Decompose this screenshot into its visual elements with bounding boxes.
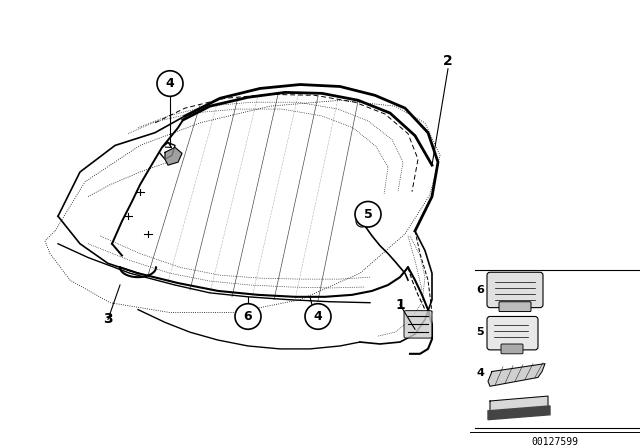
- FancyBboxPatch shape: [499, 302, 531, 311]
- Text: 6: 6: [476, 285, 484, 295]
- FancyBboxPatch shape: [487, 316, 538, 350]
- Text: 2: 2: [443, 54, 453, 68]
- Text: 1: 1: [395, 297, 405, 312]
- Text: 00127599: 00127599: [531, 437, 579, 448]
- Polygon shape: [490, 396, 548, 414]
- Circle shape: [356, 215, 368, 227]
- Text: 5: 5: [364, 208, 372, 221]
- Circle shape: [305, 304, 331, 329]
- Text: 4: 4: [166, 77, 174, 90]
- Text: 5: 5: [476, 327, 484, 337]
- Text: 3: 3: [103, 312, 113, 327]
- Text: 4: 4: [476, 368, 484, 379]
- FancyBboxPatch shape: [501, 344, 523, 354]
- Circle shape: [355, 202, 381, 227]
- Text: 6: 6: [244, 310, 252, 323]
- FancyBboxPatch shape: [487, 272, 543, 308]
- Polygon shape: [165, 147, 182, 165]
- FancyBboxPatch shape: [404, 310, 432, 338]
- Polygon shape: [488, 406, 550, 420]
- Circle shape: [235, 304, 261, 329]
- Circle shape: [157, 71, 183, 96]
- Text: 4: 4: [314, 310, 323, 323]
- Polygon shape: [488, 364, 545, 386]
